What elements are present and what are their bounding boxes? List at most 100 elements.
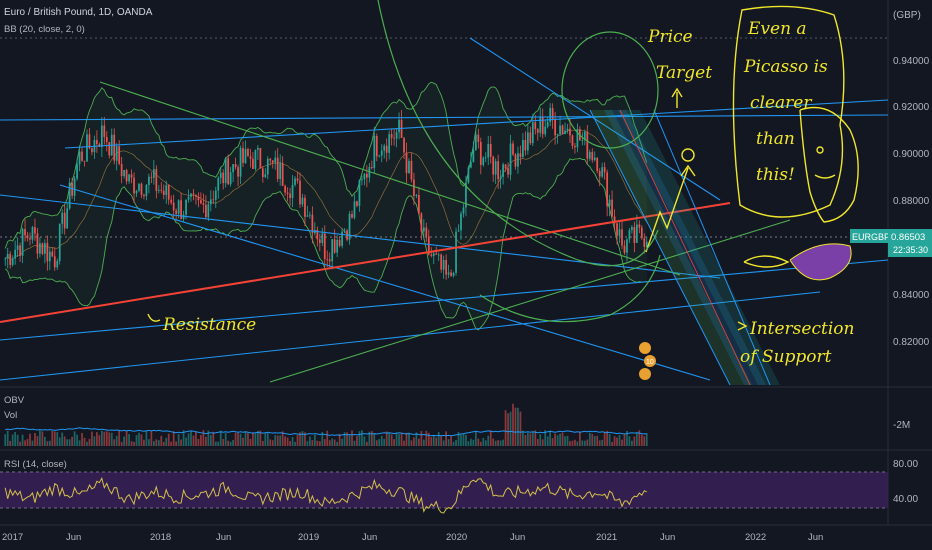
volume-bar (536, 439, 539, 446)
volume-bar (187, 433, 190, 446)
candle-body (353, 201, 356, 218)
face-eye (816, 146, 824, 154)
volume-bar (388, 433, 391, 446)
volume-bar (239, 433, 242, 446)
candle-body (86, 134, 88, 162)
candle-body (51, 251, 54, 257)
candle-body (39, 243, 41, 254)
candle-body (586, 131, 589, 159)
channel-mid (619, 109, 751, 386)
candle-body (413, 179, 415, 196)
volume-bar (596, 435, 599, 446)
candle-body (234, 164, 237, 168)
volume-bar (576, 441, 579, 446)
candle-body (261, 168, 264, 178)
volume-bar (579, 431, 581, 446)
candle-body (29, 238, 31, 240)
candle-body (502, 164, 504, 177)
volume-bar (247, 433, 249, 446)
volume-bar (551, 438, 554, 446)
volume-bar (71, 436, 73, 446)
candle-body (462, 207, 465, 214)
volume-bar (571, 440, 574, 446)
bollinger-lower (4, 157, 647, 331)
candle-body (4, 258, 7, 260)
candle-body (264, 174, 267, 178)
candle-body (209, 199, 212, 205)
volume-bar (361, 430, 363, 446)
symbol-tag-text: EURGBP (852, 232, 890, 242)
volume-bar (321, 432, 324, 446)
candle-body (16, 245, 19, 250)
candle-body (170, 199, 173, 203)
volume-bar (212, 431, 215, 446)
candle-body (180, 200, 182, 219)
volume-bar (351, 430, 353, 446)
volume-bar (185, 437, 187, 446)
candle-body (393, 137, 395, 139)
volume-bar (623, 433, 626, 446)
price-tick-6: 0.82000 (893, 337, 930, 348)
currency-label: (GBP) (893, 10, 921, 21)
volume-bar (430, 437, 433, 446)
candle-body (71, 182, 73, 196)
candle-body (219, 172, 222, 178)
candle-body (41, 243, 44, 254)
volume-bar (494, 440, 497, 446)
candle-body (474, 134, 477, 150)
volume-bar (546, 436, 549, 446)
intersection-arrow (737, 321, 748, 331)
volume-bar (566, 435, 569, 446)
volume-bar (583, 440, 586, 446)
candle-body (467, 167, 470, 183)
candle-body (294, 178, 296, 185)
volume-bar (257, 430, 259, 446)
candle-body (24, 229, 26, 236)
volume-bar (462, 433, 465, 446)
candle-body (544, 126, 547, 135)
zigzag-arrow (645, 167, 689, 253)
volume-bar (541, 439, 544, 446)
volume-bar (512, 403, 514, 446)
volume-bar (115, 435, 118, 446)
volume-bar (569, 441, 571, 446)
time-label-jun: Jun (510, 532, 525, 543)
candle-body (559, 125, 561, 135)
candle-body (66, 208, 69, 229)
candle-body (601, 167, 604, 177)
volume-bar (6, 430, 9, 446)
volume-bar (148, 439, 150, 446)
candle-body (621, 229, 623, 246)
blue-trendline-mid (0, 194, 721, 279)
volume-bar (373, 432, 376, 446)
candle-body (160, 189, 163, 191)
volume-bar (274, 435, 277, 446)
price-tag-value: 0.86503 (891, 232, 925, 243)
candle-body (546, 121, 549, 127)
candle-body (479, 141, 482, 165)
candle-body (197, 196, 200, 201)
volume-bar (24, 440, 26, 446)
volume-bar (284, 436, 286, 446)
candle-body (336, 239, 339, 253)
volume-bar (405, 432, 408, 446)
candle-body (175, 210, 178, 214)
candle-body (105, 136, 108, 143)
volume-bar (328, 440, 331, 446)
candle-body (442, 259, 445, 270)
volume-bar (78, 440, 81, 446)
candle-body (470, 162, 472, 168)
candle-body (569, 128, 571, 136)
picasso-line1: Even a (747, 19, 807, 39)
candle-body (460, 213, 462, 231)
candle-body (21, 229, 24, 256)
volume-bar (341, 438, 343, 446)
volume-bar (517, 407, 519, 446)
candle-body (635, 224, 638, 243)
volume-bar (591, 434, 594, 446)
candle-body (596, 157, 599, 172)
volume-bar (522, 430, 524, 446)
candle-body (11, 258, 14, 265)
volume-bar (170, 441, 173, 446)
